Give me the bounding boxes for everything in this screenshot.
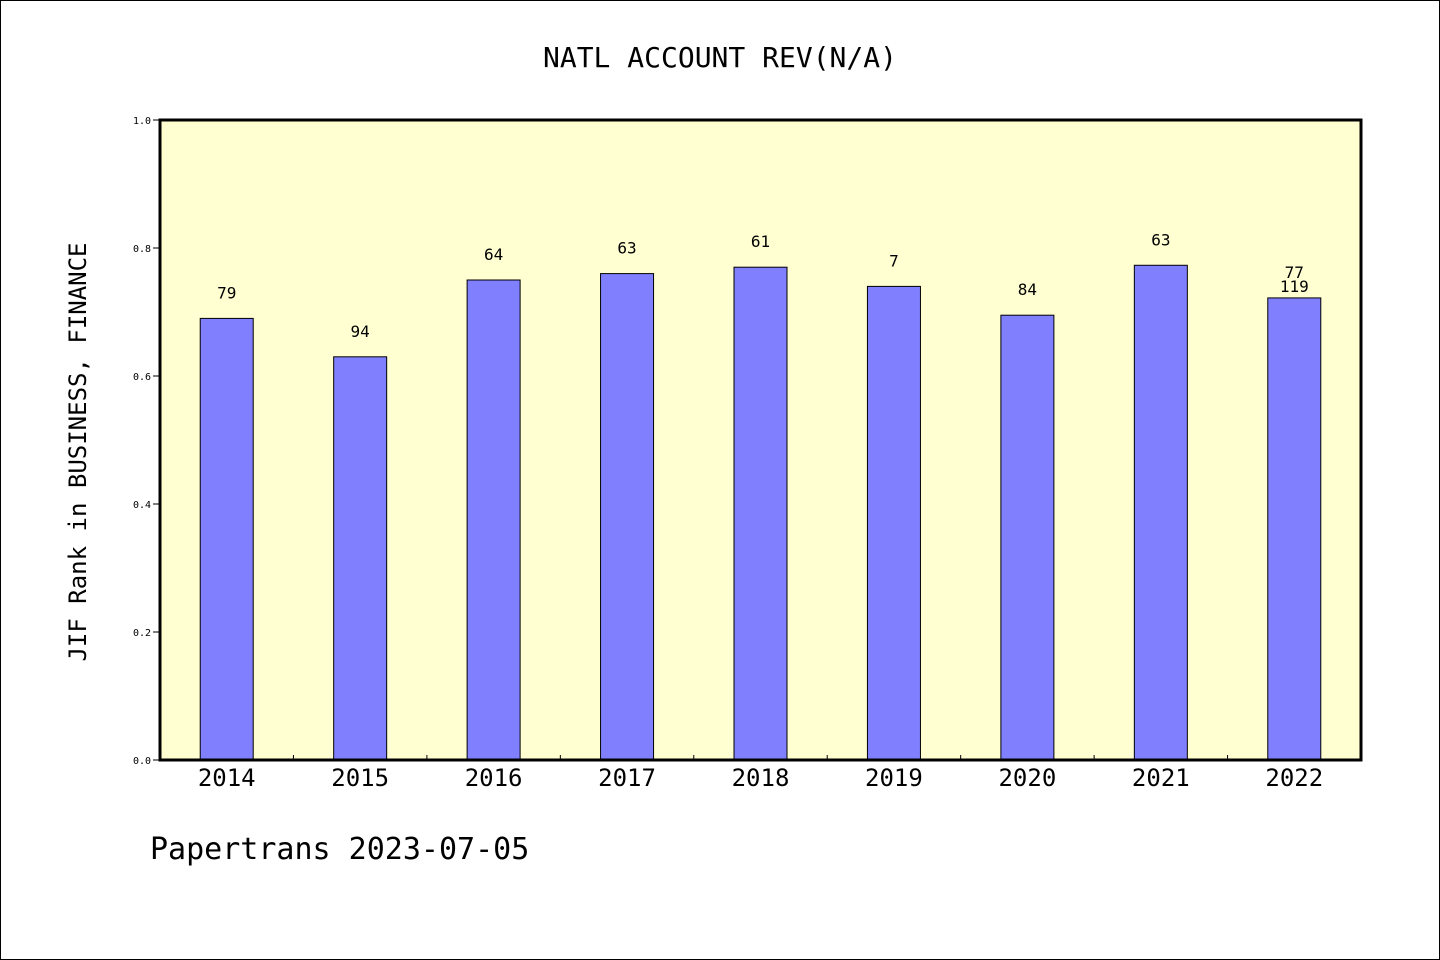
bar-value-label: 63 (617, 239, 636, 258)
bar-2014 (199, 317, 254, 761)
x-tick-label: 2018 (732, 764, 790, 792)
x-axis: 2014 2015 2016 2017 2018 2019 2020 2021 2022 (198, 755, 1323, 792)
x-tick-label: 2021 (1132, 764, 1190, 792)
bar-2020 (1000, 314, 1055, 761)
y-tick-label: 0.4 (133, 500, 151, 511)
bar-value-label: 84 (1018, 280, 1037, 299)
bar-value-label: 64 (484, 245, 503, 264)
y-axis: 0.0 0.2 0.4 0.6 0.8 1.0 (133, 116, 160, 767)
bar-2022 (1267, 297, 1322, 761)
x-tick-label: 2016 (465, 764, 523, 792)
y-tick-label: 0.8 (133, 244, 151, 255)
bar-2019 (866, 285, 921, 761)
bar-value-label: 79 (217, 283, 236, 302)
y-axis-label: JIF Rank in BUSINESS, FINANCE (64, 242, 92, 661)
x-tick-label: 2014 (198, 764, 256, 792)
x-tick-label: 2015 (331, 764, 389, 792)
y-tick-label: 0.6 (133, 372, 151, 383)
bar-value-label: 61 (751, 232, 770, 251)
bar-2021 (1133, 264, 1188, 761)
bar-value-label: 7 (889, 251, 899, 270)
x-tick-label: 2017 (598, 764, 656, 792)
chart-title: NATL ACCOUNT REV(N/A) (543, 41, 897, 74)
bar-value-label: 94 (351, 322, 370, 341)
bar-value-label: 77 (1285, 263, 1304, 282)
bar-2015 (333, 356, 388, 761)
bar-value-label: 63 (1151, 230, 1170, 249)
plot-border (158, 118, 1363, 762)
bar-2018 (733, 266, 788, 761)
footer-credit: Papertrans 2023-07-05 (150, 832, 530, 867)
y-tick-label: 0.0 (133, 756, 151, 767)
x-tick-label: 2019 (865, 764, 923, 792)
y-tick-label: 0.2 (133, 628, 151, 639)
bars-group (199, 264, 1322, 761)
bar-2017 (600, 273, 655, 761)
bar-2016 (466, 279, 521, 761)
x-tick-label: 2020 (998, 764, 1056, 792)
y-tick-label: 1.0 (133, 116, 151, 127)
x-tick-label: 2022 (1265, 764, 1323, 792)
bar-value-label: 119 (1280, 277, 1309, 296)
